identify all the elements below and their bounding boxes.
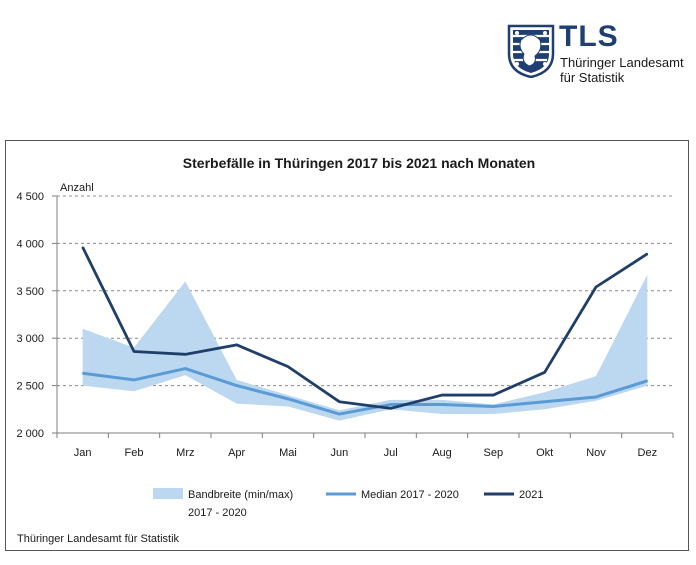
thuringia-crest-icon (507, 24, 555, 78)
x-tick-label: Mai (279, 447, 297, 459)
y-tick-label: 3 000 (16, 333, 44, 345)
data-point (338, 400, 341, 403)
logo-name-line1: Thüringer Landesamt (560, 55, 684, 70)
data-point (235, 344, 238, 346)
y-tick-label: 4 500 (16, 191, 44, 203)
data-point (81, 246, 84, 248)
data-point (595, 286, 597, 288)
data-point (133, 379, 135, 381)
source-footer: Thüringer Landesamt für Statistik (17, 533, 180, 545)
data-point (492, 405, 495, 408)
x-tick-label: Okt (536, 447, 553, 459)
legend-swatch-band (153, 488, 183, 499)
data-point (441, 394, 443, 396)
data-point (389, 403, 392, 406)
data-point (441, 403, 443, 406)
logo: TLS Thüringer Landesamt für Statistik (507, 20, 687, 85)
series-line-median (82, 367, 648, 416)
data-point (81, 372, 84, 375)
legend-label-band: Bandbreite (min/max) (188, 489, 293, 501)
y-tick-label: 4 000 (16, 238, 44, 250)
series-line-2021 (81, 246, 649, 410)
band-area (82, 274, 648, 421)
data-point (235, 384, 238, 387)
x-tick-label: Jul (384, 447, 398, 459)
y-tick-label: 3 500 (16, 286, 44, 298)
legend-label-2021: 2021 (519, 489, 543, 501)
data-point (133, 350, 135, 353)
data-point (543, 371, 546, 374)
x-tick-label: Mrz (176, 447, 194, 459)
chart-title: Sterbefälle in Thüringen 2017 bis 2021 n… (183, 155, 535, 171)
data-point (184, 353, 187, 356)
y-tick-label: 2 000 (16, 428, 44, 440)
legend: Bandbreite (min/max) 2017 - 2020 Median 20… (153, 488, 543, 519)
x-tick-label: Aug (432, 447, 452, 459)
x-tick-label: Jan (74, 447, 92, 459)
data-point (646, 380, 649, 382)
y-axis-label: Anzahl (60, 182, 94, 194)
data-point (543, 400, 546, 403)
x-tick-label: Apr (228, 447, 245, 459)
x-tick-label: Dez (638, 447, 658, 459)
y-tick-label: 2 500 (16, 381, 44, 393)
data-point (338, 413, 341, 415)
data-point (492, 394, 495, 396)
chart-frame (5, 140, 689, 551)
x-tick-label: Feb (125, 447, 144, 459)
logo-abbreviation: TLS (559, 20, 619, 53)
data-point (184, 367, 187, 370)
data-point (287, 398, 289, 400)
data-point (389, 407, 392, 410)
x-tick-label: Jun (330, 447, 348, 459)
x-tick-label: Sep (484, 447, 504, 459)
logo-name-line2: für Statistik (560, 70, 625, 85)
legend-label-band-line2: 2017 - 2020 (188, 507, 247, 519)
legend-label-median: Median 2017 - 2020 (361, 489, 459, 501)
data-point (287, 365, 289, 368)
data-point (595, 396, 597, 398)
data-point (646, 253, 649, 255)
x-tick-label: Nov (586, 447, 606, 459)
